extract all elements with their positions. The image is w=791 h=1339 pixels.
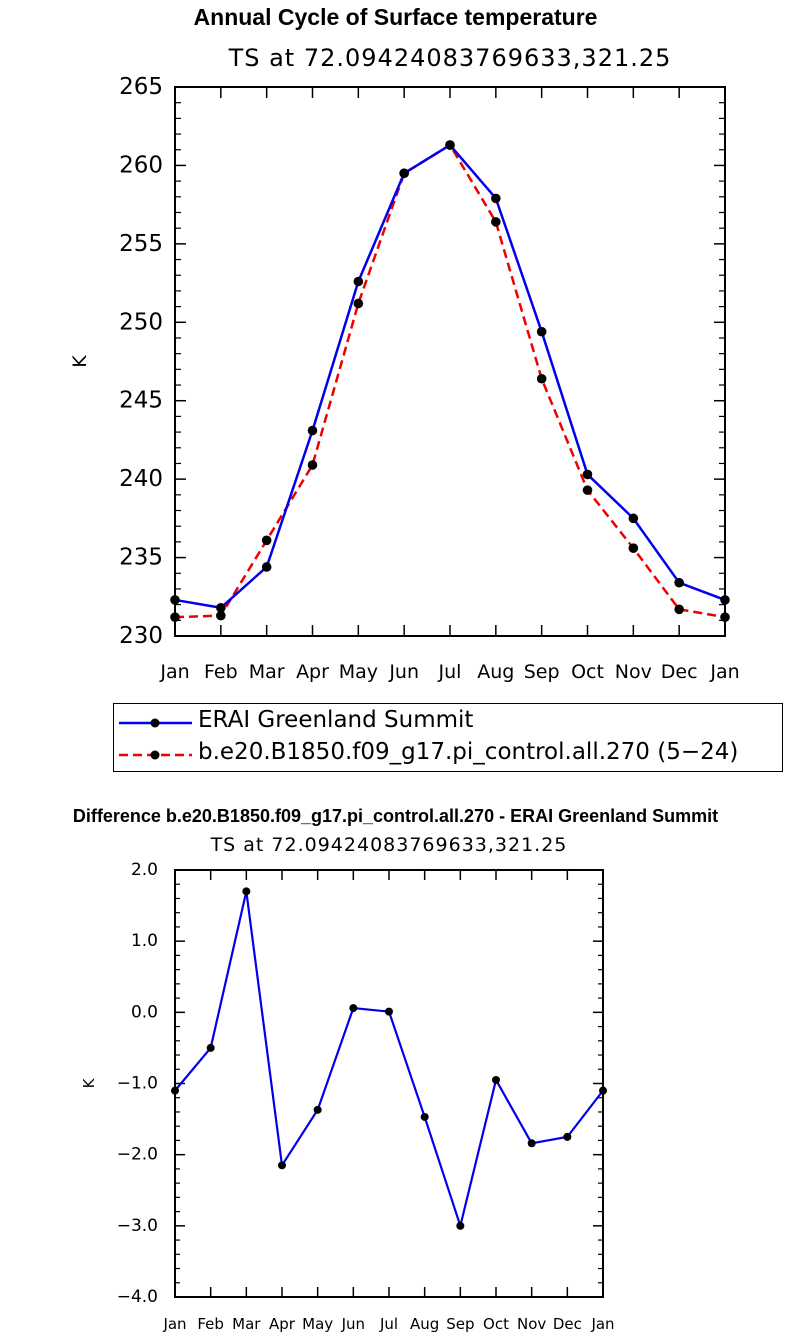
data-point [445,140,455,150]
data-point [536,326,547,337]
data-point [674,604,684,615]
data-point [170,612,180,622]
chart1-title: Annual Cycle of Surface temperature [193,4,598,30]
x-tick-label: Oct [571,661,604,683]
data-point [216,610,226,621]
y-tick-label: 245 [119,388,163,414]
x-tick-label: Apr [296,661,329,683]
y-tick-label: −4.0 [117,1287,158,1307]
data-point [313,1105,322,1114]
x-tick-label: Feb [197,1315,224,1333]
data-point [307,425,318,436]
x-tick-label: Dec [553,1315,582,1333]
data-point [170,595,180,605]
y-tick-label: −2.0 [117,1145,158,1165]
x-tick-label: Jul [379,1315,398,1333]
data-point [399,168,409,179]
x-tick-label: Sep [524,661,560,683]
chart2-subtitle: TS at 72.09424083769633,321.25 [210,834,568,856]
data-point [628,543,639,553]
series-line-1 [174,143,726,610]
x-tick-label: May [302,1315,333,1333]
x-tick-label: Apr [269,1315,296,1333]
series-line-1 [174,890,604,1227]
x-tick-label: Mar [232,1315,261,1333]
legend-marker-model [119,750,192,760]
x-tick-label: Jan [159,661,189,683]
y-tick-label: 235 [119,545,163,571]
chart1-plot: 230 235 240 245 250 255 260 265 Jan Feb Mar Apr May J… [69,74,740,683]
data-point [563,1132,572,1141]
legend-marker-erai [119,718,192,728]
y-tick-label: 0.0 [131,1002,158,1022]
legend-entry-erai: ERAI Greenland Summit [114,707,782,739]
data-point [491,193,501,204]
data-point [582,485,593,495]
y-tick-label: 2.0 [131,860,158,880]
data-point [527,1139,536,1148]
data-point [385,1007,393,1016]
x-tick-label: Jul [438,661,462,683]
y-axis-label: K [80,1077,98,1088]
data-point [582,469,593,480]
y-tick-label: 255 [119,231,163,257]
legend-entry-model: b.e20.B1850.f09_g17.pi_control.all.270 (… [114,739,782,771]
x-tick-label: Dec [661,661,698,683]
data-point [349,1004,358,1013]
chart2-title: Difference b.e20.B1850.f09_g17.pi_contro… [72,806,719,826]
data-point [206,1043,215,1052]
data-point [536,373,547,384]
x-tick-label: Oct [483,1315,509,1333]
x-tick-label: Aug [410,1315,439,1333]
x-tick-label: Jun [341,1315,365,1333]
series-line-2 [174,143,726,619]
x-tick-label: Jan [162,1315,186,1333]
y-tick-label: −3.0 [117,1216,158,1236]
y-tick-label: 240 [119,466,163,492]
x-tick-label: Sep [446,1315,474,1333]
data-point [720,612,730,622]
data-point [171,1086,179,1095]
data-point [278,1161,286,1170]
y-tick-label: 265 [119,74,163,100]
x-tick-label: Jun [388,661,419,683]
data-point [599,1086,607,1095]
data-point [261,562,272,572]
x-tick-label: Aug [477,661,514,683]
y-tick-label: −1.0 [117,1074,158,1094]
x-tick-label: Nov [615,661,652,683]
x-tick-label: Feb [204,661,238,683]
data-point [242,887,251,896]
legend-label-model: b.e20.B1850.f09_g17.pi_control.all.270 (… [198,739,739,765]
data-point [307,460,318,470]
y-tick-label: 250 [119,309,163,335]
data-point [628,513,639,524]
data-point [492,1075,500,1084]
x-tick-label: May [339,661,378,683]
y-tick-label: 260 [119,152,163,178]
data-point [353,276,364,287]
x-tick-label: Mar [249,661,285,683]
data-point [456,1221,465,1230]
y-axis-label: K [69,355,91,368]
chart1-legend: ERAI Greenland Summit b.e20.B1850.f09_g1… [113,703,783,772]
data-point [720,595,730,605]
chart2-frame [174,869,604,1298]
data-point [420,1112,429,1121]
data-point [353,298,364,309]
data-point [674,577,684,588]
data-point [261,535,272,546]
x-tick-label: Nov [517,1315,546,1333]
data-point [491,217,501,227]
data-point [216,602,226,613]
x-tick-label: Jan [709,661,739,683]
legend-label-erai: ERAI Greenland Summit [198,707,474,733]
chart1-subtitle: TS at 72.09424083769633,321.25 [228,44,672,72]
x-tick-label: Jan [590,1315,614,1333]
y-tick-label: 230 [119,623,163,649]
y-tick-label: 1.0 [131,931,158,951]
